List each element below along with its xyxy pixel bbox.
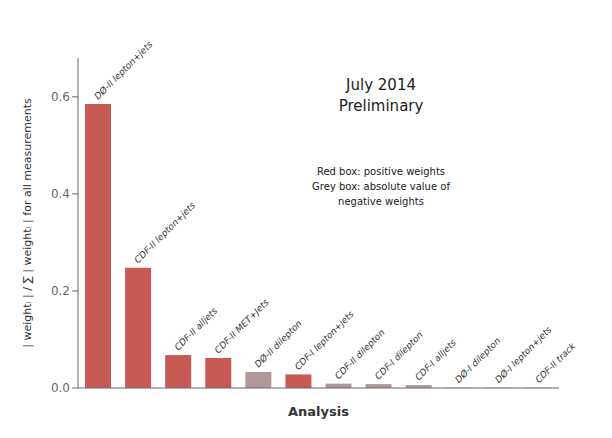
svg-text:CDF-I dilepton: CDF-I dilepton xyxy=(372,329,425,382)
svg-text:CDF-II MET+Jets: CDF-II MET+Jets xyxy=(213,297,271,355)
html-text:Red box: positive weights: Red box: positive weights xyxy=(316,165,446,177)
svg-text:0.6: 0.6 xyxy=(51,90,70,104)
svg-text:0.2: 0.2 xyxy=(51,284,70,298)
svg-text:CDF-II dilepton: CDF-II dilepton xyxy=(332,327,387,381)
html-text:Grey box: absolute value of: Grey box: absolute value of xyxy=(312,180,450,192)
svg-text:0.0: 0.0 xyxy=(51,381,70,395)
svg-text:DØ-II dilepton: DØ-II dilepton xyxy=(252,318,304,370)
svg-text:Analysis: Analysis xyxy=(288,404,349,419)
svg-text:DØ-II lepton+jets: DØ-II lepton+jets xyxy=(92,39,154,101)
svg-text:CDF-II alljets: CDF-II alljets xyxy=(173,305,220,352)
svg-text:0.4: 0.4 xyxy=(51,187,70,201)
svg-text:CDF-I lepton+jets: CDF-I lepton+jets xyxy=(292,308,356,372)
svg-text:DØ-I dilepton: DØ-I dilepton xyxy=(453,335,503,385)
html-text:Preliminary: Preliminary xyxy=(338,96,424,115)
svg-text:DØ-I lepton+jets: DØ-I lepton+jets xyxy=(493,324,554,385)
svg-text:CDF-II track: CDF-II track xyxy=(533,340,578,385)
svg-text:CDF-II lepton+jets: CDF-II lepton+jets xyxy=(132,200,197,265)
html-text:negative weights: negative weights xyxy=(338,195,424,207)
svg-text:CDF-I alljets: CDF-I alljets xyxy=(413,337,458,382)
svg-text:| weightᵢ | / ∑ | weightᵢ | fo: | weightᵢ | / ∑ | weightᵢ | for all meas… xyxy=(21,98,34,348)
html-text:July 2014: July 2014 xyxy=(346,75,416,94)
